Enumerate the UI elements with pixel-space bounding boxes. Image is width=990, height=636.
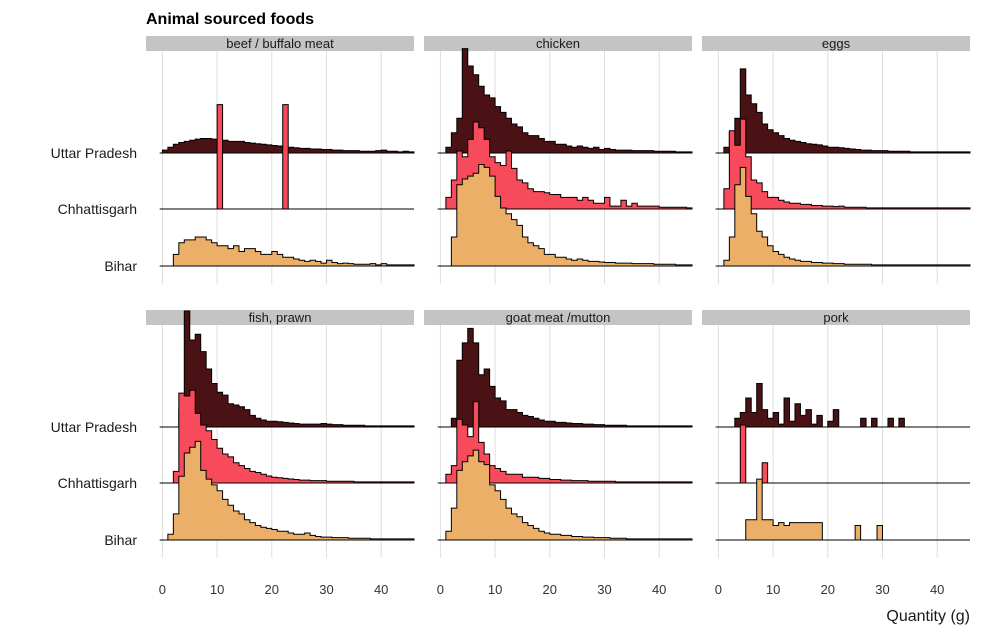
row-label: Uttar Pradesh bbox=[51, 145, 137, 161]
panel-strip bbox=[146, 36, 414, 51]
x-tick-label: 20 bbox=[265, 582, 279, 597]
row-label: Bihar bbox=[104, 532, 137, 548]
ridge-bihar bbox=[718, 166, 971, 267]
panel-strip bbox=[424, 310, 692, 325]
row-label: Uttar Pradesh bbox=[51, 419, 137, 435]
ridge-uttar-pradesh bbox=[718, 383, 970, 428]
panels-layer: beef / buffalo meat chicken eggs fish, praw… bbox=[146, 36, 971, 558]
ridge-uttar-pradesh bbox=[440, 48, 693, 154]
panel-strip-label: pork bbox=[823, 310, 849, 325]
x-tick-label: 40 bbox=[652, 582, 666, 597]
x-tick-label: 40 bbox=[930, 582, 944, 597]
panel-eggs: eggs bbox=[702, 36, 971, 284]
row-label: Chhattisgarh bbox=[58, 475, 137, 491]
x-tick-label: 30 bbox=[597, 582, 611, 597]
x-axis-title: Quantity (g) bbox=[886, 608, 970, 625]
panel-strip-label: fish, prawn bbox=[249, 310, 312, 325]
x-tick-label: 40 bbox=[374, 582, 388, 597]
ridge-bihar bbox=[440, 449, 693, 541]
x-tick-label: 0 bbox=[437, 582, 444, 597]
x-ticks-layer: 0 10 20 30 40 0 10 20 30 40 0 10 20 30 40 bbox=[159, 582, 945, 597]
x-tick-label: 20 bbox=[543, 582, 557, 597]
row-labels-layer: Uttar Pradesh Chhattisgarh Bihar Uttar Prad… bbox=[51, 145, 138, 548]
panel-fish-prawn: fish, prawn bbox=[146, 310, 415, 558]
panel-strip-label: chicken bbox=[536, 36, 580, 51]
panel-strip bbox=[424, 36, 692, 51]
panel-strip bbox=[146, 310, 414, 325]
ridge-bihar bbox=[162, 440, 415, 541]
ridge-uttar-pradesh bbox=[440, 327, 693, 428]
ridge-bihar bbox=[162, 236, 415, 267]
ridge-bihar bbox=[718, 478, 970, 541]
panel-strip bbox=[702, 310, 970, 325]
panel-strip-label: goat meat /mutton bbox=[506, 310, 611, 325]
panel-strip bbox=[702, 36, 970, 51]
ridge-chhattisgarh bbox=[718, 424, 970, 484]
ridge-chhattisgarh bbox=[440, 121, 693, 210]
x-tick-label: 30 bbox=[319, 582, 333, 597]
ridge-chhattisgarh bbox=[162, 104, 414, 210]
x-tick-label: 30 bbox=[875, 582, 889, 597]
panel-strip-label: beef / buffalo meat bbox=[226, 36, 334, 51]
panel-strip-label: eggs bbox=[822, 36, 851, 51]
x-tick-label: 20 bbox=[821, 582, 835, 597]
panel-goat-meat-mutton: goat meat /mutton bbox=[424, 310, 693, 558]
x-tick-label: 10 bbox=[210, 582, 224, 597]
row-label: Chhattisgarh bbox=[58, 201, 137, 217]
ridge-uttar-pradesh bbox=[162, 310, 415, 428]
row-label: Bihar bbox=[104, 258, 137, 274]
x-tick-label: 0 bbox=[159, 582, 166, 597]
ridge-bihar bbox=[440, 164, 693, 267]
ridge-chhattisgarh bbox=[162, 389, 415, 484]
panel-chicken: chicken bbox=[424, 36, 693, 284]
x-tick-label: 0 bbox=[715, 582, 722, 597]
panel-beef-buffalo-meat: beef / buffalo meat bbox=[146, 36, 415, 284]
ridge-uttar-pradesh bbox=[161, 138, 415, 154]
panel-pork: pork bbox=[702, 310, 970, 558]
x-tick-label: 10 bbox=[488, 582, 502, 597]
ridge-uttar-pradesh bbox=[718, 68, 971, 154]
x-tick-label: 10 bbox=[766, 582, 780, 597]
chart-title: Animal sourced foods bbox=[146, 11, 314, 28]
